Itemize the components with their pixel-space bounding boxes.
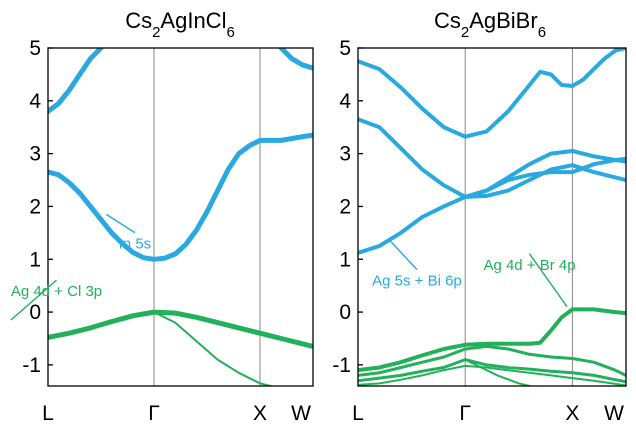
y-tick-label-6: 5 — [339, 37, 351, 60]
valence-band-6 — [358, 358, 626, 384]
conduction-band-3 — [358, 149, 626, 255]
valence-band-4 — [358, 307, 626, 373]
band-group — [48, 48, 313, 386]
annotation-label-1: Ag 4d + Br 4p — [483, 257, 575, 274]
y-tick-label-2: 1 — [29, 248, 41, 271]
y-tick-label-1: 0 — [339, 301, 351, 324]
y-tick-label-5: 4 — [339, 90, 351, 113]
panel-cs2agbibr6: Cs2AgBiBr6 -1 0 1 2 3 4 5 L Γ X W Ag 5s + Bi 6p Ag 4… — [332, 8, 627, 425]
conduction-band-2 — [278, 48, 313, 71]
y-tick-label-3: 2 — [29, 195, 41, 218]
y-tick-label-0: -1 — [332, 354, 351, 377]
panel-cs2agincl6: Cs2AgInCl6 -1 0 1 2 3 4 5 L Γ X W In 5s Ag 4d + Cl 3… — [10, 8, 314, 425]
valence-band-7 — [358, 364, 626, 386]
x-tick-label-2: X — [253, 402, 267, 425]
annotation-label-0: Ag 5s + Bi 6p — [372, 273, 462, 290]
valence-band-3 — [48, 309, 313, 349]
x-tick-label-0: L — [352, 402, 364, 425]
annotation-leader-1 — [10, 279, 57, 321]
x-tick-label-2: X — [565, 402, 579, 425]
conduction-band-2 — [463, 163, 626, 199]
conduction-band-0 — [358, 48, 626, 139]
conduction-band-0 — [48, 48, 104, 114]
y-tick-label-1: 0 — [29, 301, 41, 324]
y-tick-label-2: 1 — [339, 248, 351, 271]
x-tick-label-0: L — [42, 402, 54, 425]
x-tick-label-3: W — [604, 402, 624, 425]
y-tick-label-0: -1 — [22, 354, 41, 377]
plot-frame — [47, 47, 314, 387]
annotation-leader-0 — [389, 240, 418, 271]
conduction-band-1 — [48, 132, 313, 262]
annotation-leader-0 — [105, 213, 136, 234]
valence-band-8 — [464, 358, 531, 386]
band-group — [358, 48, 626, 386]
x-tick-label-1: Γ — [459, 402, 471, 425]
x-tick-label-3: W — [291, 402, 311, 425]
y-tick-label-3: 2 — [339, 195, 351, 218]
x-tick-label-1: Γ — [148, 402, 160, 425]
annotation-label-1: Ag 4d + Cl 3p — [11, 283, 102, 300]
y-tick-label-6: 5 — [29, 37, 41, 60]
valence-band-5 — [358, 344, 626, 377]
panel-title-cs2agbibr6: Cs2AgBiBr6 — [434, 8, 546, 41]
annotation-label-0: In 5s — [119, 236, 152, 253]
y-tick-label-4: 3 — [29, 143, 41, 166]
y-tick-label-4: 3 — [339, 143, 351, 166]
valence-band-4 — [153, 311, 272, 386]
plot-frame — [357, 47, 627, 387]
y-tick-label-5: 4 — [29, 90, 41, 113]
annotation-leader-1 — [528, 253, 568, 308]
panel-title-cs2agincl6: Cs2AgInCl6 — [125, 8, 235, 41]
